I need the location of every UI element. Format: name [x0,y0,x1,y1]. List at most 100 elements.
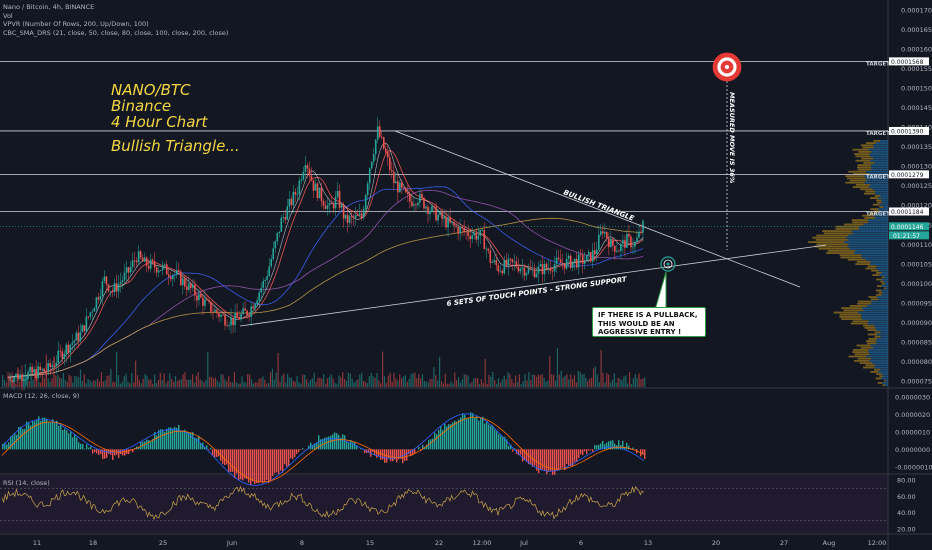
candle-body [240,313,242,320]
candle-body [202,297,204,306]
profile-row-up [881,285,888,287]
volume-bar [104,380,106,387]
profile-row-up [866,179,888,182]
macd-bar [418,447,420,450]
volume-bar [380,383,382,387]
macd-bar [612,440,614,450]
candle-body [509,258,512,260]
profile-row-up [862,307,888,309]
volume-bar [535,376,538,387]
indicator-vpvr[interactable]: VPVR (Number Of Rows, 200, Up/Down, 100) [3,20,149,29]
candle-body [41,368,43,370]
volume-bar [138,380,140,387]
macd-bar [368,449,370,453]
profile-row-up [866,355,888,358]
candle-body [157,270,160,273]
volume-bar [539,375,541,387]
profile-row-up [872,362,888,364]
candle-body [250,306,252,317]
candle-body [374,139,377,155]
volume-bar [98,381,101,387]
volume-bar [328,376,330,387]
indicator-sma[interactable]: CBC_SMA_DRS (21, close, 50, close, 80, c… [3,29,229,38]
symbol-title[interactable]: Nano / Bitcoin, 4h, BINANCE [3,3,95,11]
profile-row-up [881,201,888,204]
macd-label[interactable]: MACD (12, 26, close, 9) [3,392,80,400]
candle-body [407,192,409,195]
candle-body [37,366,39,379]
volume-bar [336,383,338,387]
candle-body [352,216,355,219]
macd-bar [526,449,528,462]
candle-body [370,161,373,169]
candle-body [220,314,222,317]
candle-body [423,197,425,209]
candle-body [553,264,556,272]
volume-bar [359,374,361,387]
candle-body [149,259,152,269]
volume-bar [530,379,532,387]
volume-bar [490,376,492,387]
macd-bar [256,449,258,483]
volume-bar [397,380,399,387]
volume-bar [40,382,42,387]
macd-bar [440,426,442,450]
candle-body [537,266,540,274]
profile-row-down [881,283,885,285]
profile-row-down [858,151,872,153]
candle-body [21,374,23,382]
candle-body [399,182,401,193]
volume-bar [292,380,294,387]
macd-bar [524,449,526,461]
candle-body [364,195,367,210]
candle-body [467,231,469,236]
profile-row-down [867,265,877,268]
macd-bar [396,449,398,463]
macd-bar [438,430,440,450]
candle-body [127,267,130,273]
volume-bar [205,379,207,387]
volume-bar [488,374,490,387]
profile-row-up [870,261,888,263]
volume-bar [127,381,129,387]
candle-body [386,152,389,158]
profile-row-down [884,379,886,382]
candle-body [171,275,174,280]
candle-body [519,268,522,272]
volume-bar [570,374,572,387]
profile-row-down [816,243,849,246]
volume-bar [76,376,78,387]
rsi-label[interactable]: RSI (14, close) [3,479,50,487]
candle-body [214,309,216,312]
macd-bar [226,449,228,465]
macd-bar [600,443,602,450]
volume-bar [480,379,482,387]
macd-bar [208,449,210,451]
candle-body [25,378,27,380]
volume-bar [264,379,266,387]
macd-bar [500,435,502,450]
volume-bar [214,377,216,387]
candle-body [178,270,180,272]
profile-row-up [848,234,888,237]
volume-bar [180,379,182,387]
candle-body [43,368,45,372]
macd-bar [200,442,202,450]
macd-bar [514,448,516,450]
target-price-box [889,170,929,179]
candle-body [93,308,96,312]
indicator-vol[interactable]: Vol [3,11,13,20]
profile-row-down [827,250,855,252]
profile-row-up [868,320,888,323]
profile-row-down [849,179,867,182]
volume-bar [226,381,228,387]
macd-bar [314,443,316,450]
volume-bar [72,382,74,387]
profile-row-up [881,373,888,375]
macd-bar [544,449,546,471]
profile-row-down [865,267,876,270]
volume-bar [408,378,410,387]
volume-bar [402,376,405,387]
